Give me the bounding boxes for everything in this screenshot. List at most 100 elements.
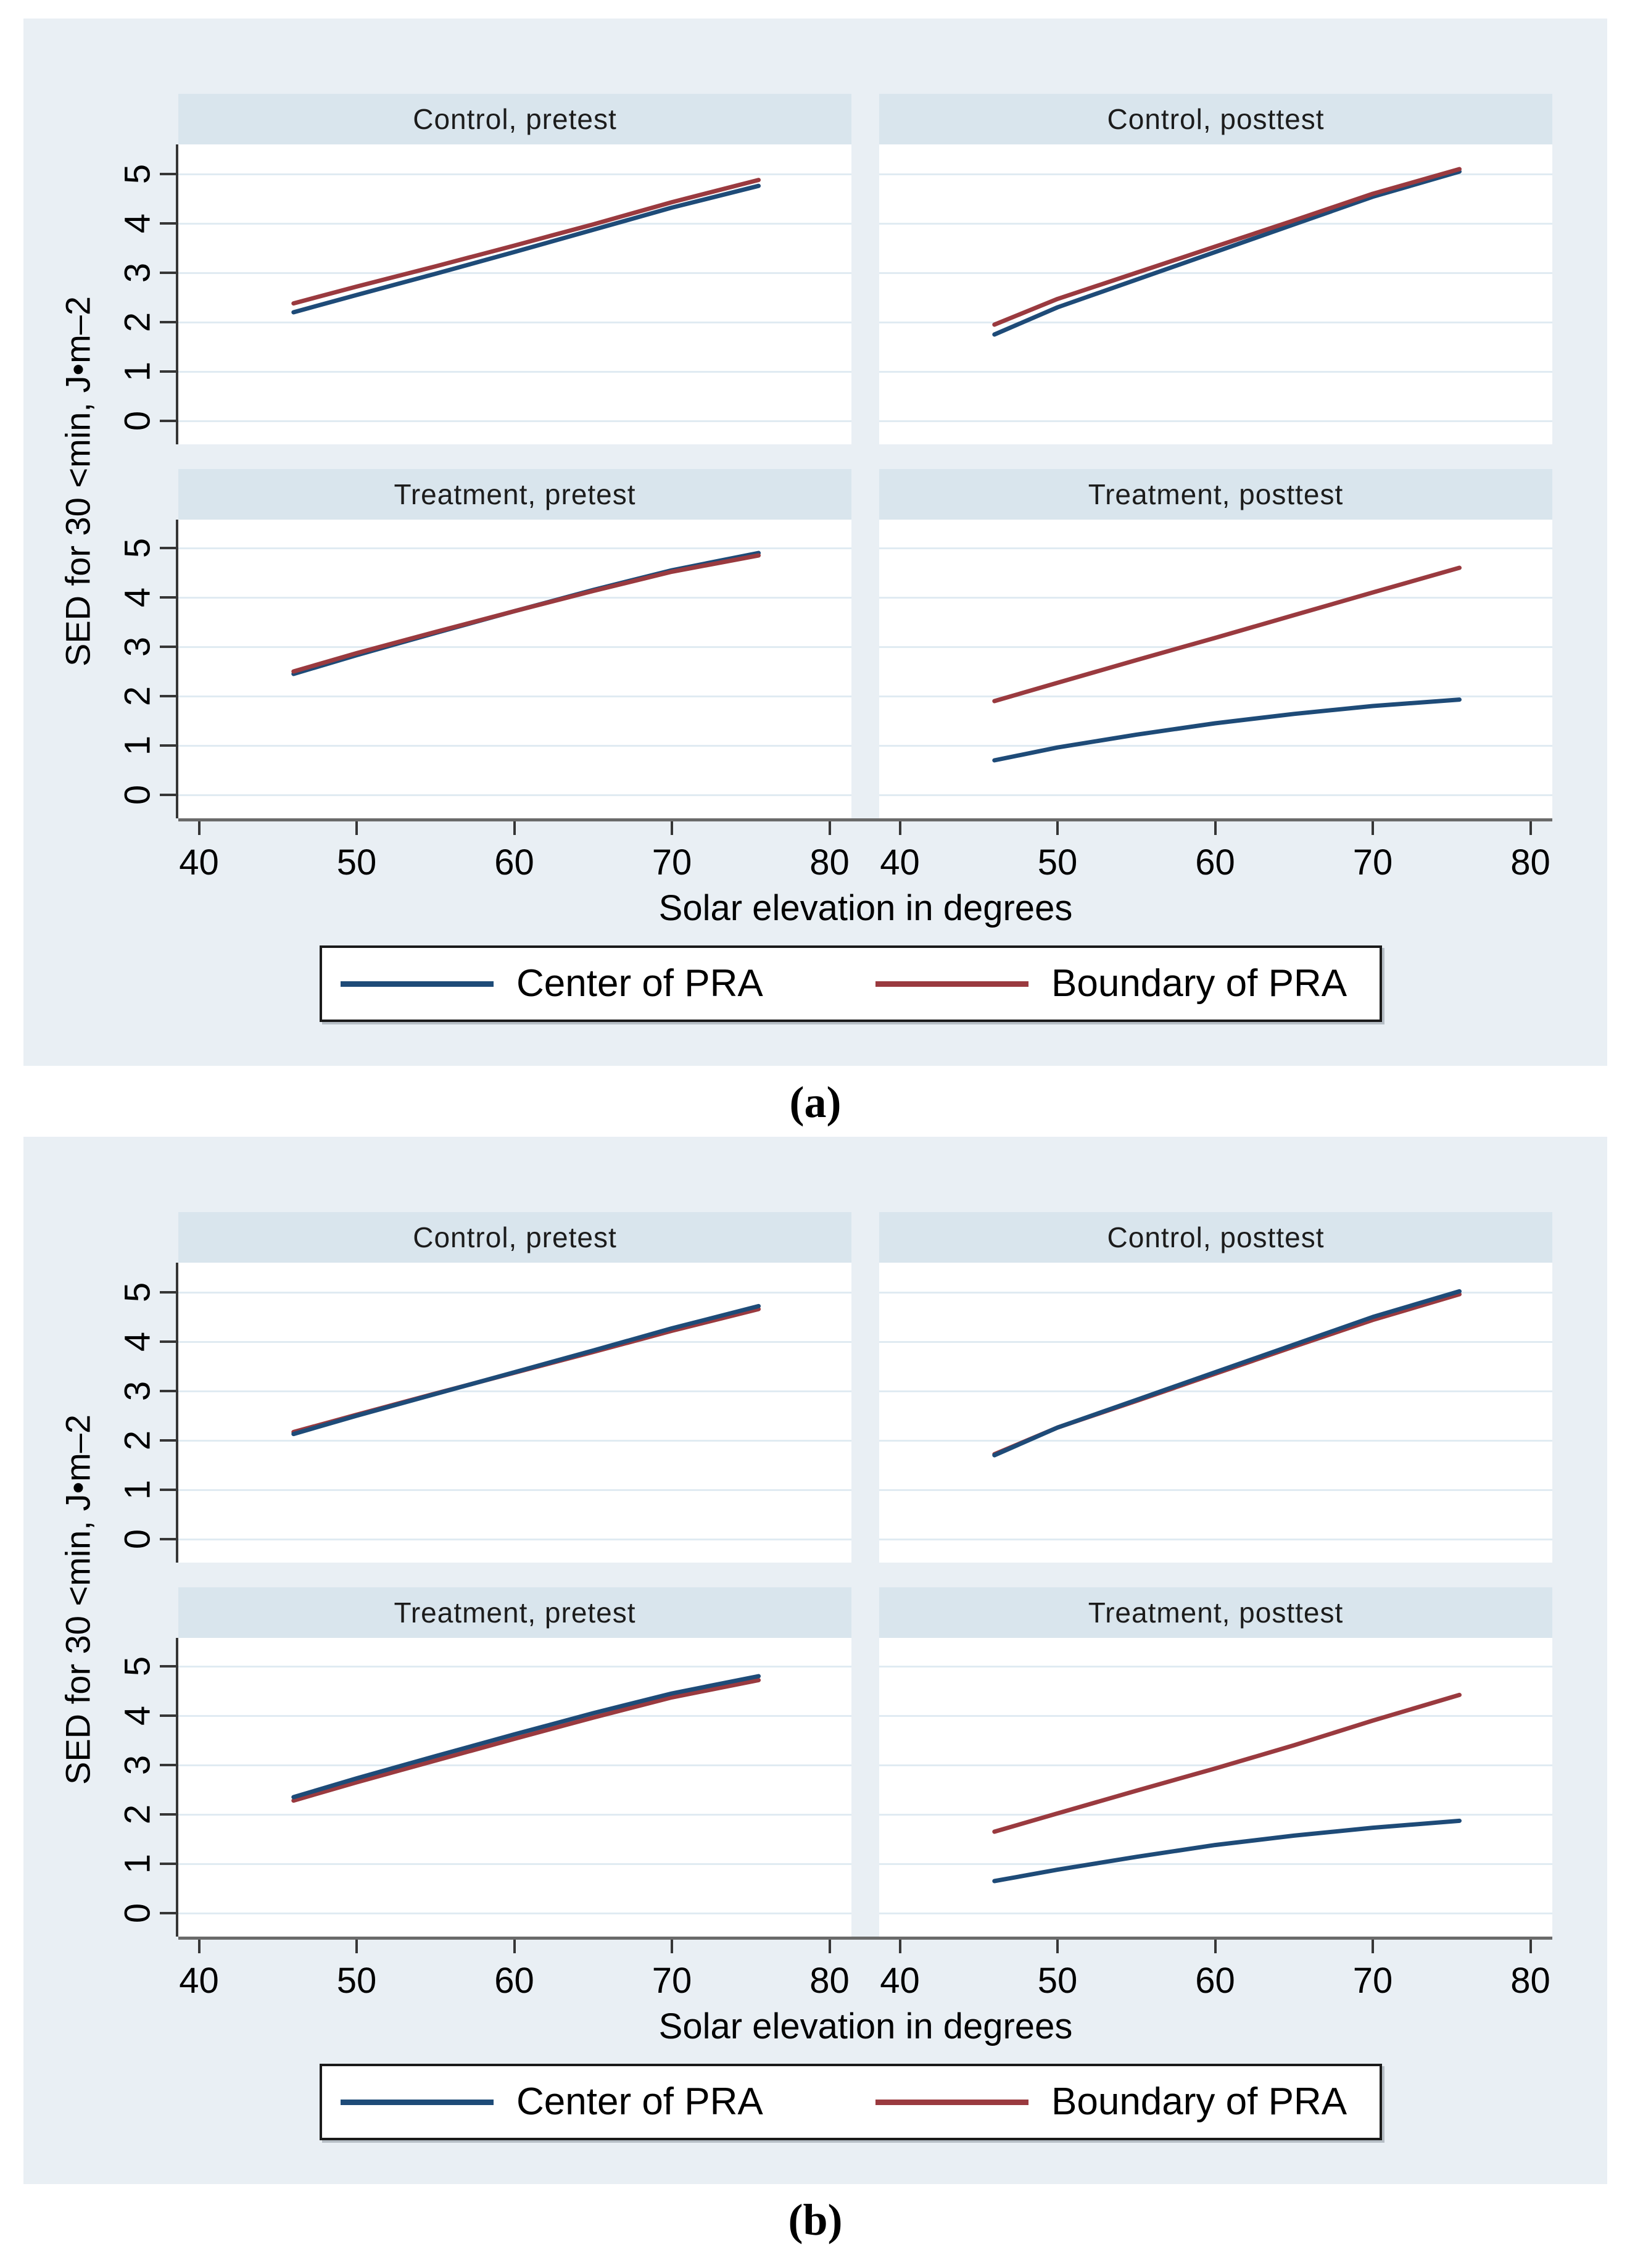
y-tick-label: 4 bbox=[117, 1705, 158, 1726]
y-tick bbox=[160, 1439, 176, 1442]
grid-line bbox=[178, 1913, 851, 1914]
plot-area bbox=[178, 144, 851, 444]
y-tick-label: 2 bbox=[117, 312, 158, 333]
series-line-boundary-of-pra bbox=[992, 1292, 1462, 1456]
grid-line bbox=[178, 745, 851, 747]
legend-swatch-boundary-of-pra bbox=[875, 981, 1028, 987]
legend: Center of PRA Boundary of PRA bbox=[320, 945, 1382, 1022]
grid-line bbox=[879, 696, 1552, 697]
series-line-center-of-pra bbox=[992, 1818, 1462, 1884]
grid-line bbox=[178, 1440, 851, 1442]
grid-line bbox=[879, 1863, 1552, 1865]
x-tick-label: 70 bbox=[1352, 1961, 1393, 2001]
y-tick-label: 5 bbox=[117, 1282, 158, 1303]
series-line-boundary-of-pra bbox=[992, 565, 1462, 704]
x-tick-label: 40 bbox=[880, 1961, 920, 2001]
plot-area bbox=[178, 1638, 851, 1937]
grid-line bbox=[178, 173, 851, 175]
panel-series-plot bbox=[291, 550, 761, 676]
x-tick-label: 50 bbox=[336, 842, 377, 883]
y-tick-label: 4 bbox=[117, 587, 158, 608]
x-tick bbox=[513, 821, 516, 835]
x-tick-label: 70 bbox=[652, 1961, 692, 2001]
y-tick-label: 1 bbox=[117, 1853, 158, 1874]
grid-line bbox=[178, 1539, 851, 1540]
y-axis-line bbox=[176, 520, 178, 818]
figure-caption-b: (b) bbox=[788, 2195, 843, 2245]
panel-title: Treatment, pretest bbox=[394, 1597, 636, 1629]
y-tick-label: 3 bbox=[117, 636, 158, 657]
x-tick bbox=[1214, 821, 1217, 835]
plot-area bbox=[879, 144, 1552, 444]
grid-line bbox=[879, 1292, 1552, 1294]
series-line-boundary-of-pra bbox=[291, 1677, 761, 1803]
x-tick bbox=[513, 1940, 516, 1953]
figure-a: SED for 30 <min, J•m–2 Control, pretest Co… bbox=[23, 19, 1607, 1066]
x-tick bbox=[671, 1940, 673, 1953]
y-tick-label: 3 bbox=[117, 1755, 158, 1776]
panel-title-band: Treatment, pretest bbox=[178, 1587, 851, 1638]
x-axis-line bbox=[178, 1937, 1552, 1940]
panel-series-plot bbox=[992, 1289, 1462, 1458]
y-tick bbox=[160, 596, 176, 599]
y-tick-label: 0 bbox=[117, 410, 158, 431]
legend-label-boundary-of-pra: Boundary of PRA bbox=[1051, 2080, 1347, 2123]
y-tick-label: 1 bbox=[117, 361, 158, 382]
series-line-boundary-of-pra bbox=[291, 178, 761, 306]
panel-title-band: Treatment, pretest bbox=[178, 469, 851, 520]
panel-title-band: Treatment, posttest bbox=[879, 1587, 1552, 1638]
grid-line bbox=[879, 322, 1552, 323]
series-line-boundary-of-pra bbox=[291, 553, 761, 674]
x-tick-label: 60 bbox=[494, 1961, 534, 2001]
panel-series-plot bbox=[291, 1674, 761, 1803]
panel-series-plot bbox=[291, 1303, 761, 1437]
y-axis-title: SED for 30 <min, J•m–2 bbox=[58, 1414, 97, 1785]
legend: Center of PRA Boundary of PRA bbox=[320, 2064, 1382, 2140]
figure-b: SED for 30 <min, J•m–2 Control, pretest Co… bbox=[23, 1137, 1607, 2184]
x-tick bbox=[197, 821, 201, 835]
x-axis-title: Solar elevation in degrees bbox=[658, 2006, 1073, 2046]
grid-line bbox=[178, 1715, 851, 1717]
x-tick bbox=[671, 821, 673, 835]
grid-line bbox=[178, 420, 851, 422]
y-tick bbox=[160, 1813, 176, 1816]
grid-line bbox=[879, 1440, 1552, 1442]
x-tick bbox=[355, 1940, 358, 1953]
y-tick-label: 2 bbox=[117, 1430, 158, 1451]
grid-line bbox=[178, 696, 851, 697]
legend-label-center-of-pra: Center of PRA bbox=[516, 2080, 763, 2123]
x-tick bbox=[898, 1940, 901, 1953]
y-tick-label: 0 bbox=[117, 1529, 158, 1550]
x-tick bbox=[828, 821, 831, 835]
series-line-center-of-pra bbox=[992, 1289, 1462, 1458]
y-tick bbox=[160, 1912, 176, 1914]
panel-title-band: Control, pretest bbox=[178, 94, 851, 144]
y-tick bbox=[160, 222, 176, 225]
x-tick-label: 80 bbox=[1510, 842, 1550, 883]
grid-line bbox=[178, 1341, 851, 1343]
grid-line bbox=[879, 173, 1552, 175]
legend-swatch-center-of-pra bbox=[341, 981, 494, 987]
series-line-center-of-pra bbox=[291, 550, 761, 676]
grid-line bbox=[879, 1390, 1552, 1392]
plot-area bbox=[178, 1263, 851, 1563]
x-tick-label: 40 bbox=[179, 842, 219, 883]
x-tick bbox=[1056, 821, 1059, 835]
grid-line bbox=[178, 646, 851, 648]
x-tick bbox=[1214, 1940, 1217, 1953]
x-tick-label: 60 bbox=[494, 842, 534, 883]
y-tick bbox=[160, 1489, 176, 1491]
x-tick bbox=[1372, 821, 1374, 835]
grid-line bbox=[879, 1539, 1552, 1540]
grid-line bbox=[178, 597, 851, 599]
x-tick-label: 80 bbox=[1510, 1961, 1550, 2001]
grid-line bbox=[879, 745, 1552, 747]
panel-series-plot bbox=[992, 167, 1462, 337]
grid-line bbox=[178, 794, 851, 796]
x-tick-label: 80 bbox=[809, 1961, 850, 2001]
x-tick-label: 80 bbox=[809, 842, 850, 883]
series-line-center-of-pra bbox=[992, 169, 1462, 337]
y-tick bbox=[160, 321, 176, 323]
grid-line bbox=[879, 1489, 1552, 1491]
